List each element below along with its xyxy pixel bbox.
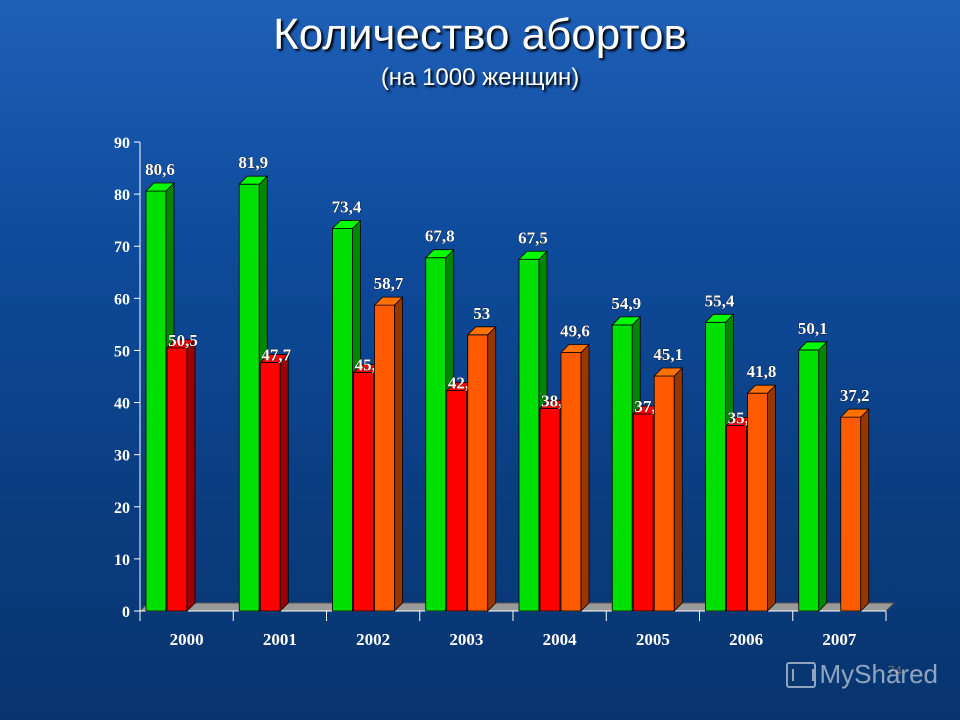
x-tick-label: 2002 <box>356 630 390 649</box>
bar-top <box>331 220 362 229</box>
data-label: 41,8 <box>747 362 777 381</box>
bar <box>467 334 489 612</box>
y-tick-label: 90 <box>114 135 130 152</box>
bar-top <box>466 326 497 336</box>
data-label: 81,9 <box>238 153 268 172</box>
bar-top <box>704 313 735 323</box>
bar-side <box>394 296 403 612</box>
bar <box>653 375 675 612</box>
bar-side <box>673 367 683 612</box>
bar-top <box>145 182 175 192</box>
data-label: 54,9 <box>611 294 641 313</box>
data-label: 47,7 <box>261 345 291 364</box>
bar-side <box>580 343 590 612</box>
bar <box>840 416 862 612</box>
y-tick-label: 60 <box>114 291 130 308</box>
data-label: 45,1 <box>653 345 683 364</box>
bar <box>632 413 654 612</box>
y-tick-label: 10 <box>114 552 130 569</box>
chart-title: Количество абортов <box>273 10 687 59</box>
bar-top <box>653 367 684 377</box>
y-tick-label: 20 <box>114 500 130 517</box>
data-label: 53 <box>473 304 490 323</box>
bar <box>259 362 281 612</box>
bar <box>539 407 561 612</box>
data-label: 73,4 <box>332 198 362 217</box>
y-tick-label: 30 <box>114 448 130 465</box>
presentation-icon <box>785 661 816 688</box>
watermark: MyShared <box>785 659 939 690</box>
bar-side <box>186 338 196 612</box>
bar <box>425 257 447 612</box>
data-label: 50,5 <box>168 331 198 350</box>
x-tick-label: 2004 <box>543 630 578 649</box>
y-tick-label: 40 <box>114 396 130 413</box>
data-label: 58,7 <box>374 274 404 293</box>
data-label: 55,4 <box>705 291 735 310</box>
x-tick-label: 2000 <box>170 630 204 649</box>
bar <box>446 390 468 612</box>
bar-top <box>797 341 828 351</box>
bar <box>747 392 768 612</box>
y-tick-label: 0 <box>122 604 130 621</box>
bar-top <box>424 249 455 259</box>
data-label: 50,1 <box>798 319 828 338</box>
bar-top <box>746 384 777 394</box>
y-tick-label: 50 <box>114 343 130 360</box>
bar-top <box>560 344 590 353</box>
bar <box>726 425 747 612</box>
bar-side <box>860 408 870 612</box>
y-tick-label: 80 <box>114 187 130 204</box>
bar <box>798 349 820 612</box>
data-label: 67,8 <box>425 227 455 246</box>
bar-top <box>611 316 642 326</box>
y-tick-label: 70 <box>114 239 130 256</box>
bar <box>353 371 374 612</box>
bar <box>332 228 353 612</box>
data-label: 37,2 <box>840 386 870 405</box>
bar-top <box>259 354 290 363</box>
chart-subtitle: (на 1000 женщин) <box>380 64 580 91</box>
bar <box>705 321 726 612</box>
data-label: 49,6 <box>560 322 590 341</box>
bar-side <box>279 353 289 612</box>
watermark-text: MyShared <box>819 659 939 689</box>
x-tick-label: 2005 <box>636 630 670 649</box>
bar <box>374 304 395 612</box>
bar-side <box>767 384 776 612</box>
bar <box>238 183 260 612</box>
bar-side <box>818 340 828 612</box>
bar-side <box>487 325 497 612</box>
page-number: 74 <box>887 663 902 678</box>
x-tick-label: 2001 <box>263 630 297 649</box>
bar-top <box>839 408 870 418</box>
bar-top <box>166 339 196 349</box>
bar-top <box>238 175 269 185</box>
bar <box>560 352 582 612</box>
bar <box>518 258 540 612</box>
bar-top <box>518 250 548 260</box>
bar <box>145 190 167 612</box>
data-label: 80,6 <box>145 160 175 179</box>
bar <box>611 324 633 612</box>
x-tick-label: 2003 <box>449 630 483 649</box>
x-tick-label: 2007 <box>822 630 857 649</box>
x-tick-label: 2006 <box>729 630 763 649</box>
data-label: 67,5 <box>518 228 548 247</box>
bar <box>166 347 188 612</box>
bar-top <box>373 296 404 306</box>
